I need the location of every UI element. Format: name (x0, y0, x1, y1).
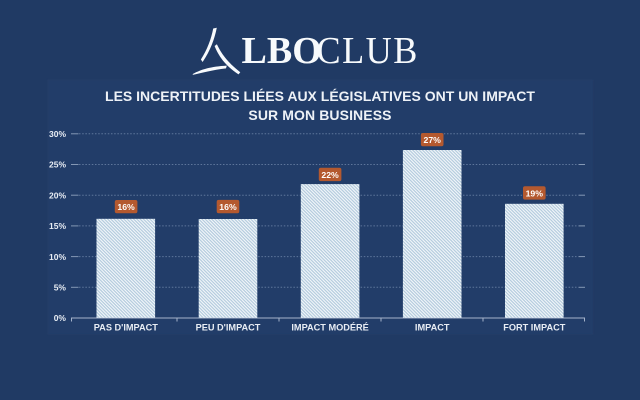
svg-text:0%: 0% (54, 313, 67, 323)
svg-text:15%: 15% (49, 221, 66, 231)
svg-text:25%: 25% (49, 160, 66, 170)
svg-text:PAS D'IMPACT: PAS D'IMPACT (94, 323, 159, 333)
svg-text:27%: 27% (424, 135, 442, 145)
svg-text:IMPACT MODÉRÉ: IMPACT MODÉRÉ (291, 322, 368, 333)
svg-text:19%: 19% (526, 188, 544, 198)
svg-text:30%: 30% (49, 129, 66, 139)
svg-text:16%: 16% (117, 202, 135, 212)
svg-text:PEU D'IMPACT: PEU D'IMPACT (196, 323, 261, 333)
svg-text:CLUB: CLUB (317, 30, 419, 72)
svg-text:22%: 22% (321, 170, 339, 180)
svg-text:10%: 10% (49, 252, 66, 262)
svg-text:IMPACT: IMPACT (415, 323, 450, 333)
svg-text:16%: 16% (219, 202, 237, 212)
svg-text:LBO: LBO (242, 30, 322, 72)
svg-text:20%: 20% (49, 190, 66, 200)
svg-text:5%: 5% (54, 283, 67, 293)
svg-text:FORT IMPACT: FORT IMPACT (503, 323, 565, 333)
